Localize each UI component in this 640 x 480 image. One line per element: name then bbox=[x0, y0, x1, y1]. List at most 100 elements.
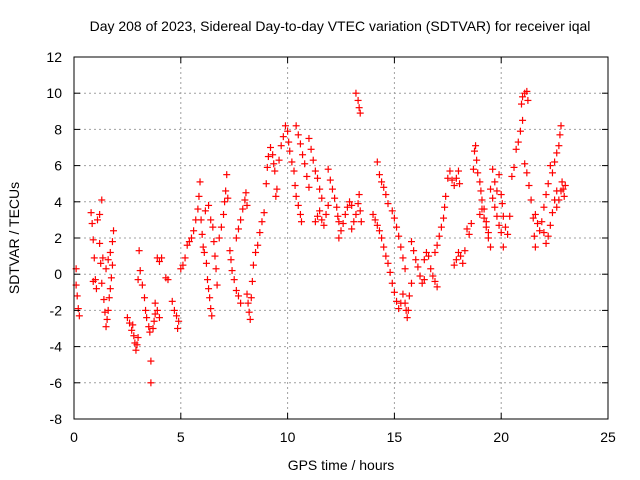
data-point bbox=[142, 306, 150, 314]
data-point bbox=[487, 185, 495, 193]
data-point bbox=[241, 196, 249, 204]
data-point bbox=[123, 314, 131, 322]
data-point bbox=[264, 153, 272, 161]
data-point bbox=[378, 178, 386, 186]
y-tick-label: 4 bbox=[54, 194, 62, 210]
data-point bbox=[508, 172, 516, 180]
data-point bbox=[213, 281, 221, 289]
data-point bbox=[355, 104, 363, 112]
data-point bbox=[548, 169, 556, 177]
data-point bbox=[382, 191, 390, 199]
data-point bbox=[390, 288, 398, 296]
data-point bbox=[461, 247, 469, 255]
data-point bbox=[153, 306, 161, 314]
data-point bbox=[534, 220, 542, 228]
data-point bbox=[230, 276, 238, 284]
data-point bbox=[100, 296, 108, 304]
data-point bbox=[499, 212, 507, 220]
data-point bbox=[512, 145, 520, 153]
data-point bbox=[147, 379, 155, 387]
data-point bbox=[380, 183, 388, 191]
data-point bbox=[516, 127, 524, 135]
data-point bbox=[354, 200, 362, 208]
data-point bbox=[437, 223, 445, 231]
data-point bbox=[337, 227, 345, 235]
data-point bbox=[227, 256, 235, 264]
data-point bbox=[132, 346, 140, 354]
data-point bbox=[314, 174, 322, 182]
data-point bbox=[104, 256, 112, 264]
data-point bbox=[530, 232, 538, 240]
y-tick-label: 6 bbox=[54, 158, 62, 174]
data-point bbox=[551, 158, 559, 166]
data-point bbox=[175, 317, 183, 325]
data-point bbox=[482, 223, 490, 231]
data-point bbox=[487, 243, 495, 251]
data-point bbox=[177, 265, 185, 273]
data-point bbox=[307, 145, 315, 153]
data-point bbox=[316, 185, 324, 193]
data-point bbox=[435, 232, 443, 240]
data-point bbox=[96, 210, 104, 218]
data-point bbox=[140, 294, 148, 302]
data-point bbox=[393, 223, 401, 231]
data-point bbox=[130, 332, 138, 340]
data-point bbox=[341, 210, 349, 218]
data-point bbox=[174, 325, 182, 332]
data-point bbox=[433, 241, 441, 249]
x-tick-label: 0 bbox=[70, 429, 78, 445]
data-point bbox=[232, 234, 240, 242]
data-point bbox=[294, 131, 302, 139]
data-point bbox=[98, 279, 106, 287]
data-point bbox=[128, 326, 136, 334]
data-point bbox=[105, 294, 113, 302]
data-point bbox=[224, 194, 232, 202]
x-axis-label: GPS time / hours bbox=[288, 457, 395, 473]
data-point bbox=[237, 216, 245, 224]
data-point bbox=[242, 189, 250, 197]
data-point bbox=[356, 207, 364, 215]
data-point bbox=[185, 238, 193, 246]
data-point bbox=[561, 182, 569, 190]
data-point bbox=[134, 276, 142, 284]
data-point bbox=[134, 334, 142, 342]
data-point bbox=[301, 160, 309, 168]
data-point bbox=[386, 268, 394, 276]
data-point bbox=[129, 321, 137, 329]
data-point bbox=[519, 93, 527, 101]
data-point bbox=[290, 167, 298, 175]
data-point bbox=[395, 232, 403, 240]
data-point bbox=[297, 218, 305, 226]
data-point bbox=[373, 158, 381, 166]
data-point bbox=[138, 281, 146, 289]
data-point bbox=[420, 256, 428, 264]
y-tick-labels: -8 -6 -4 -2 0 2 4 6 8 10 12 bbox=[46, 49, 62, 427]
data-point bbox=[294, 201, 302, 209]
x-tick-label: 10 bbox=[280, 429, 296, 445]
axis-ticks bbox=[73, 56, 609, 420]
data-point bbox=[299, 151, 307, 159]
data-point bbox=[540, 229, 548, 237]
data-point bbox=[501, 223, 509, 231]
data-point bbox=[525, 182, 533, 190]
data-point bbox=[206, 294, 214, 302]
data-point bbox=[311, 167, 319, 175]
data-point bbox=[110, 227, 118, 235]
data-point bbox=[205, 201, 213, 209]
data-point bbox=[427, 265, 435, 273]
data-point bbox=[243, 201, 251, 209]
data-point bbox=[517, 100, 525, 108]
data-point bbox=[326, 176, 334, 184]
data-point bbox=[286, 147, 294, 155]
data-point bbox=[198, 230, 206, 238]
data-point bbox=[204, 276, 211, 284]
data-point bbox=[405, 292, 413, 300]
data-point bbox=[448, 176, 456, 184]
data-point bbox=[524, 96, 532, 104]
data-point bbox=[546, 221, 554, 229]
data-point bbox=[311, 218, 319, 226]
data-point bbox=[106, 285, 114, 293]
data-point bbox=[145, 323, 153, 331]
x-tick-labels: 0 5 10 15 20 25 bbox=[70, 429, 616, 445]
data-point bbox=[305, 183, 313, 191]
